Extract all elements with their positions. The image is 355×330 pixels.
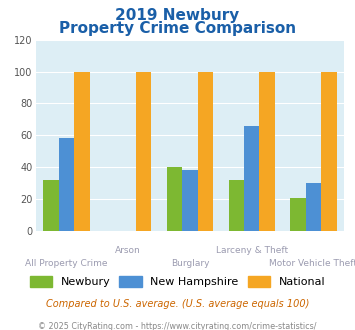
Bar bbox=[182, 170, 198, 231]
Text: © 2025 CityRating.com - https://www.cityrating.com/crime-statistics/: © 2025 CityRating.com - https://www.city… bbox=[38, 322, 317, 330]
Bar bbox=[59, 139, 74, 231]
Text: All Property Crime: All Property Crime bbox=[25, 259, 108, 268]
Bar bbox=[321, 72, 337, 231]
Legend: Newbury, New Hampshire, National: Newbury, New Hampshire, National bbox=[25, 271, 330, 291]
Bar bbox=[244, 126, 260, 231]
Text: Larceny & Theft: Larceny & Theft bbox=[215, 246, 288, 255]
Bar bbox=[43, 180, 59, 231]
Text: Burglary: Burglary bbox=[171, 259, 209, 268]
Text: 2019 Newbury: 2019 Newbury bbox=[115, 8, 240, 23]
Bar bbox=[136, 72, 151, 231]
Text: Arson: Arson bbox=[115, 246, 141, 255]
Bar bbox=[167, 167, 182, 231]
Text: Compared to U.S. average. (U.S. average equals 100): Compared to U.S. average. (U.S. average … bbox=[46, 299, 309, 309]
Bar bbox=[260, 72, 275, 231]
Text: Motor Vehicle Theft: Motor Vehicle Theft bbox=[269, 259, 355, 268]
Bar bbox=[198, 72, 213, 231]
Bar bbox=[290, 197, 306, 231]
Text: Property Crime Comparison: Property Crime Comparison bbox=[59, 21, 296, 36]
Bar bbox=[229, 180, 244, 231]
Bar bbox=[74, 72, 89, 231]
Bar bbox=[306, 183, 321, 231]
